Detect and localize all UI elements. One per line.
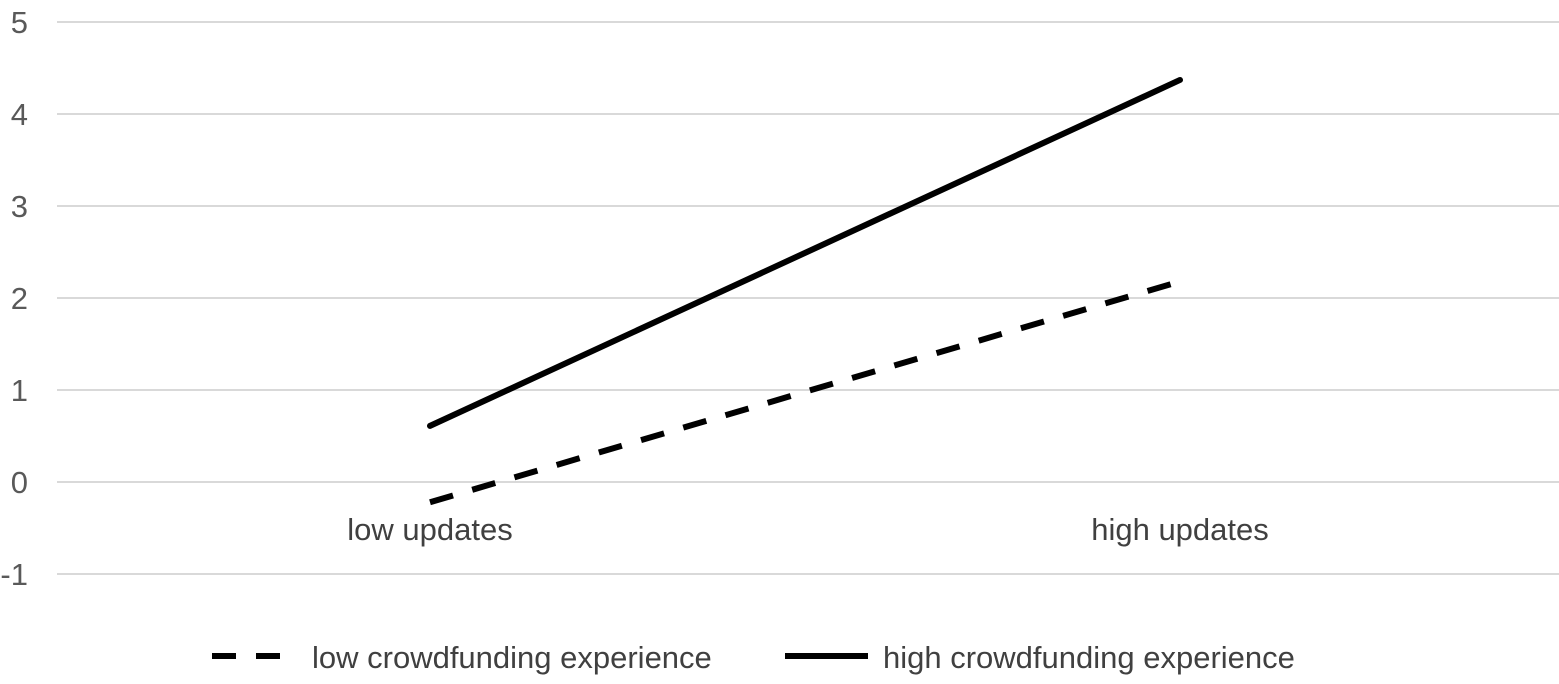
series-line-low-crowdfunding-experience	[429, 278, 1181, 506]
series-lines	[427, 76, 1183, 506]
y-tick-label: -1	[0, 557, 28, 592]
y-tick-label: 2	[11, 281, 28, 316]
legend: low crowdfunding experience high crowdfun…	[212, 640, 1295, 675]
y-axis-tick-labels: 5 4 3 2 1 0 -1	[0, 5, 28, 592]
legend-label: low crowdfunding experience	[312, 640, 712, 675]
y-tick-label: 4	[11, 97, 28, 132]
x-category-label: low updates	[347, 512, 512, 547]
series-line-high-crowdfunding-experience	[427, 76, 1183, 429]
x-axis-category-labels: low updates high updates	[347, 512, 1269, 547]
y-tick-label: 1	[11, 373, 28, 408]
y-tick-label: 3	[11, 189, 28, 224]
legend-label: high crowdfunding experience	[883, 640, 1295, 675]
x-category-label: high updates	[1091, 512, 1269, 547]
y-tick-label: 0	[11, 465, 28, 500]
y-tick-label: 5	[11, 5, 28, 40]
gridlines	[57, 21, 1559, 575]
